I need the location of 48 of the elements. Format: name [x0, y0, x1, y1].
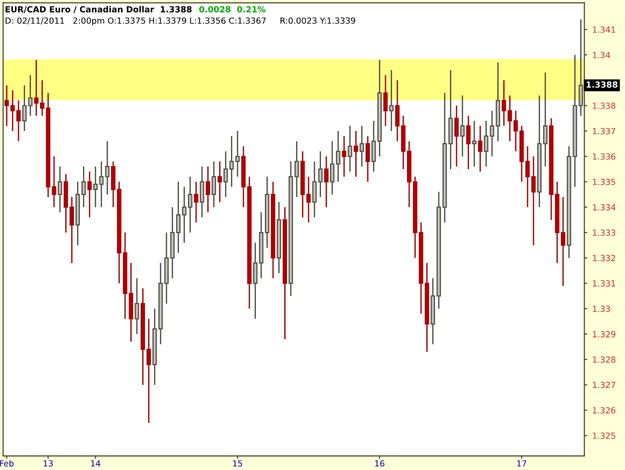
x-tick-label: 15: [233, 460, 242, 467]
candlestick: [366, 135, 370, 182]
y-tick-label: 1.335: [592, 178, 616, 186]
y-tick-label: 1.338: [592, 102, 616, 109]
y-tick-label: 1.334: [592, 204, 616, 210]
x-tick-label: Feb: [0, 460, 14, 467]
candlestick: [134, 278, 140, 335]
y-tick-label: 1.341: [592, 26, 616, 33]
candlestick: [87, 170, 92, 218]
candlestick: [383, 74, 388, 127]
annotation: 0.0028 0.21%: [199, 6, 266, 12]
candlestick: [360, 125, 364, 168]
candlestick: [200, 166, 204, 218]
candlestick: [194, 181, 198, 224]
annotation: 1.3388: [586, 81, 618, 88]
candlestick: [531, 156, 536, 246]
candlestick: [324, 156, 328, 208]
y-tick-label: 1.329: [592, 331, 616, 338]
candlestick: [212, 160, 216, 208]
candlestick: [342, 135, 346, 178]
candlestick: [454, 104, 459, 168]
candlestick: [58, 166, 62, 213]
y-tick-label: 1.328: [592, 356, 616, 363]
y-tick-label: 1.331: [592, 280, 616, 287]
x-tick-label: 17: [517, 460, 526, 466]
text: D: 02/11/2011 2:00pm O:1.3375 H:1.3379 L:1.3356 C:1.3367 R:0.0023 Y:1.3339: [6, 17, 356, 26]
y-tick-label: 1.327: [592, 382, 616, 388]
y-tick-label: 1.33: [592, 306, 610, 312]
x-tick-label: 16: [375, 460, 384, 467]
x-tick-label: 14: [91, 460, 100, 466]
candlestick: [460, 94, 465, 158]
y-tick-label: 1.333: [592, 230, 616, 236]
x-tick-label: 13: [44, 460, 53, 467]
candlestick: [218, 160, 222, 203]
candlestick: [206, 166, 210, 213]
y-tick-label: 1.326: [592, 407, 616, 414]
chart-title: EUR/CAD Euro / Canadian Dollar 1.3388: [6, 6, 192, 14]
y-tick-label: 1.332: [592, 254, 616, 262]
candlestick: [389, 69, 394, 132]
candlestick: [478, 125, 482, 172]
candlestick: [348, 125, 352, 172]
candlestick: [472, 120, 476, 168]
y-tick-label: 1.34: [592, 52, 610, 58]
y-tick-label: 1.325: [592, 432, 616, 439]
y-tick-label: 1.336: [592, 153, 616, 160]
candlestick: [354, 130, 358, 178]
candlestick: [466, 115, 471, 170]
y-tick-label: 1.337: [592, 128, 616, 134]
